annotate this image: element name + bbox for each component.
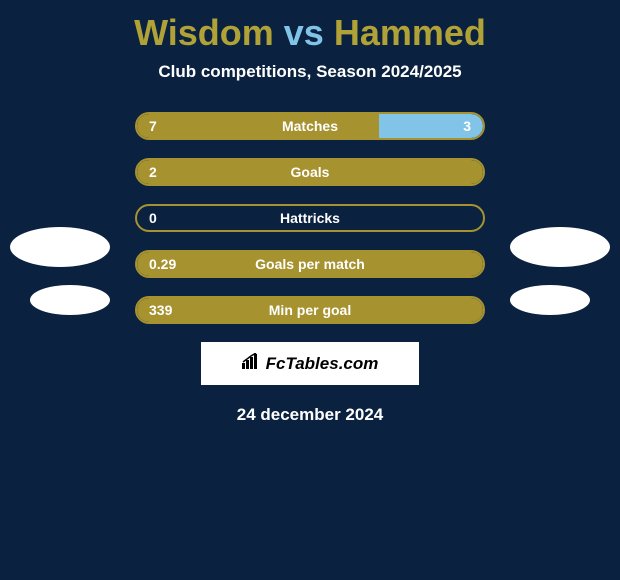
- brand-text: FcTables.com: [266, 354, 379, 374]
- stat-row-matches: 7 Matches 3: [135, 112, 485, 140]
- stat-value-left: 339: [149, 302, 172, 318]
- comparison-title: Wisdom vs Hammed: [0, 0, 620, 62]
- stat-label: Hattricks: [280, 210, 340, 226]
- date-text: 24 december 2024: [0, 405, 620, 425]
- player-right-head: [510, 227, 610, 267]
- stat-label: Matches: [282, 118, 338, 134]
- stats-container: 7 Matches 3 2 Goals 0 Hattricks 0.29 Goa…: [135, 112, 485, 324]
- brand-box: FcTables.com: [201, 342, 419, 385]
- stat-fill-left: [137, 114, 379, 138]
- vs-text: vs: [284, 12, 324, 53]
- subtitle: Club competitions, Season 2024/2025: [0, 62, 620, 112]
- stat-label: Goals: [291, 164, 330, 180]
- stat-value-left: 0.29: [149, 256, 176, 272]
- player-left-head: [10, 227, 110, 267]
- stat-value-right: 3: [463, 118, 471, 134]
- stat-value-left: 2: [149, 164, 157, 180]
- player-right-name: Hammed: [334, 12, 486, 53]
- stat-row-goals: 2 Goals: [135, 158, 485, 186]
- player-right-body: [510, 285, 590, 315]
- player-left-name: Wisdom: [134, 12, 274, 53]
- stat-row-hattricks: 0 Hattricks: [135, 204, 485, 232]
- stat-row-goals-per-match: 0.29 Goals per match: [135, 250, 485, 278]
- stat-label: Min per goal: [269, 302, 351, 318]
- stat-value-left: 0: [149, 210, 157, 226]
- stat-value-left: 7: [149, 118, 157, 134]
- stat-label: Goals per match: [255, 256, 365, 272]
- chart-icon: [242, 353, 262, 374]
- player-left-body: [30, 285, 110, 315]
- stat-row-min-per-goal: 339 Min per goal: [135, 296, 485, 324]
